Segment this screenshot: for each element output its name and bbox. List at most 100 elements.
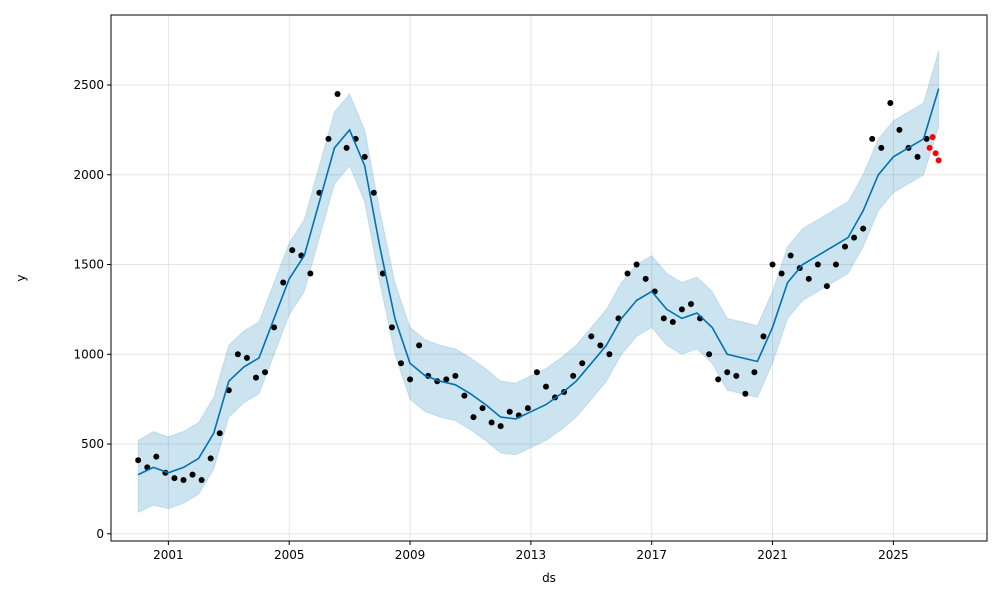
observed-point bbox=[751, 369, 758, 376]
observed-point bbox=[733, 372, 740, 379]
holdout-point bbox=[932, 150, 939, 157]
observed-point bbox=[216, 430, 223, 437]
holdout-point bbox=[929, 134, 936, 141]
x-axis-ticks: 2001 2005 2009 2013 2017 2021 2025 bbox=[153, 541, 909, 562]
observed-point bbox=[542, 383, 549, 390]
observed-point bbox=[325, 135, 332, 142]
observed-point bbox=[923, 135, 930, 142]
observed-point bbox=[887, 99, 894, 106]
observed-points-layer bbox=[135, 90, 930, 483]
observed-point bbox=[570, 372, 577, 379]
observed-point bbox=[633, 261, 640, 268]
observed-point bbox=[524, 405, 531, 412]
observed-point bbox=[135, 457, 142, 464]
observed-point bbox=[252, 374, 259, 381]
observed-point bbox=[470, 414, 477, 421]
observed-point bbox=[407, 376, 414, 383]
observed-point bbox=[588, 333, 595, 340]
x-tick-label: 2005 bbox=[274, 548, 305, 562]
observed-point bbox=[706, 351, 713, 358]
observed-point bbox=[388, 324, 395, 331]
forecast-line bbox=[137, 88, 940, 476]
observed-point bbox=[533, 369, 540, 376]
y-axis-label: y bbox=[14, 274, 28, 281]
observed-point bbox=[687, 301, 694, 308]
x-axis-label: ds bbox=[542, 571, 556, 585]
observed-point bbox=[724, 369, 731, 376]
observed-point bbox=[189, 471, 196, 478]
observed-point bbox=[624, 270, 631, 277]
observed-point bbox=[497, 423, 504, 430]
observed-point bbox=[452, 372, 459, 379]
observed-point bbox=[579, 360, 586, 367]
observed-point bbox=[361, 153, 368, 160]
observed-point bbox=[678, 306, 685, 313]
observed-point bbox=[153, 453, 160, 460]
observed-point bbox=[896, 126, 903, 133]
x-tick-label: 2025 bbox=[878, 548, 909, 562]
y-tick-label: 2000 bbox=[73, 168, 104, 182]
observed-point bbox=[660, 315, 667, 322]
observed-point bbox=[397, 360, 404, 367]
holdout-points-layer bbox=[926, 134, 942, 164]
plot-frame bbox=[110, 14, 988, 542]
y-tick-label: 2500 bbox=[73, 78, 104, 92]
observed-point bbox=[597, 342, 604, 349]
grid-layer bbox=[111, 15, 987, 541]
y-tick-label: 0 bbox=[96, 527, 104, 541]
observed-point bbox=[416, 342, 423, 349]
observed-point bbox=[234, 351, 241, 358]
observed-point bbox=[760, 333, 767, 340]
observed-point bbox=[207, 455, 214, 462]
x-tick-label: 2001 bbox=[153, 548, 184, 562]
forecast-line-layer bbox=[137, 88, 940, 476]
observed-point bbox=[243, 354, 250, 361]
observed-point bbox=[506, 408, 513, 415]
observed-point bbox=[171, 475, 178, 482]
observed-point bbox=[823, 283, 830, 290]
observed-point bbox=[814, 261, 821, 268]
observed-point bbox=[860, 225, 867, 232]
uncertainty-band bbox=[137, 50, 940, 514]
y-axis-ticks: 0 500 1000 1500 2000 2500 bbox=[73, 78, 111, 541]
uncertainty-band-layer bbox=[137, 50, 940, 514]
observed-point bbox=[488, 419, 495, 426]
observed-point bbox=[443, 376, 450, 383]
x-tick-label: 2017 bbox=[636, 548, 667, 562]
y-tick-label: 1500 bbox=[73, 258, 104, 272]
observed-point bbox=[787, 252, 794, 259]
observed-point bbox=[180, 476, 187, 483]
observed-point bbox=[198, 476, 205, 483]
holdout-point bbox=[926, 144, 933, 151]
x-tick-label: 2021 bbox=[757, 548, 788, 562]
observed-point bbox=[832, 261, 839, 268]
observed-point bbox=[769, 261, 776, 268]
observed-point bbox=[262, 369, 269, 376]
y-tick-label: 500 bbox=[81, 437, 104, 451]
observed-point bbox=[334, 90, 341, 97]
x-tick-label: 2013 bbox=[516, 548, 547, 562]
observed-point bbox=[280, 279, 287, 286]
observed-point bbox=[307, 270, 314, 277]
observed-point bbox=[778, 270, 785, 277]
observed-point bbox=[479, 405, 486, 412]
observed-point bbox=[461, 392, 468, 399]
observed-point bbox=[914, 153, 921, 160]
observed-point bbox=[851, 234, 858, 241]
observed-point bbox=[370, 189, 377, 196]
y-tick-label: 1000 bbox=[73, 347, 104, 361]
x-tick-label: 2009 bbox=[395, 548, 426, 562]
observed-point bbox=[715, 376, 722, 383]
observed-point bbox=[878, 144, 885, 151]
observed-point bbox=[842, 243, 849, 250]
observed-point bbox=[606, 351, 613, 358]
observed-point bbox=[343, 144, 350, 151]
observed-point bbox=[669, 318, 676, 325]
observed-point bbox=[289, 247, 296, 254]
holdout-point bbox=[935, 157, 942, 164]
observed-point bbox=[805, 275, 812, 282]
observed-point bbox=[742, 390, 749, 397]
observed-point bbox=[869, 135, 876, 142]
observed-point bbox=[642, 275, 649, 282]
